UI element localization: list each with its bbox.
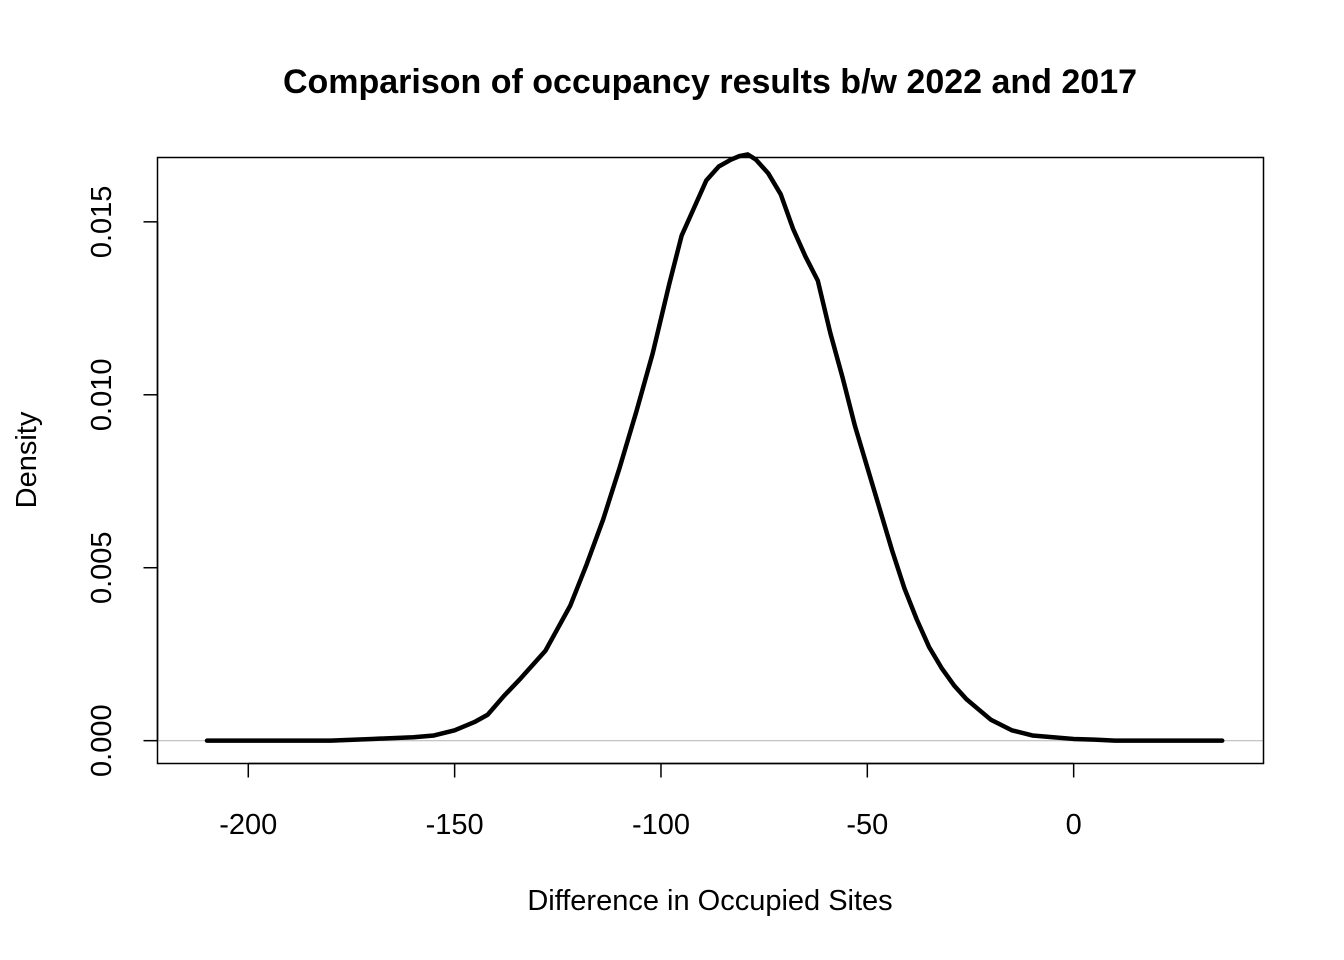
x-tick-label: -200 [219,809,277,841]
x-tick-label: -100 [632,809,690,841]
y-tick-label: 0.005 [86,531,118,604]
y-axis-label: Density [11,411,43,508]
plot-area [158,154,1264,763]
y-tick-label: 0.015 [86,186,118,259]
x-tick-label: -150 [426,809,484,841]
y-axis: 0.000 0.005 0.010 0.015 [86,186,158,777]
x-axis-label: Difference in Occupied Sites [527,885,892,917]
y-tick-label: 0.000 [86,704,118,777]
x-axis: -200 -150 -100 -50 0 [219,764,1081,842]
density-curve [207,154,1222,740]
x-tick-label: 0 [1066,809,1082,841]
chart-title: Comparison of occupancy results b/w 2022… [283,63,1137,101]
y-tick-label: 0.010 [86,358,118,431]
x-tick-label: -50 [846,809,888,841]
plot-frame [158,158,1264,764]
